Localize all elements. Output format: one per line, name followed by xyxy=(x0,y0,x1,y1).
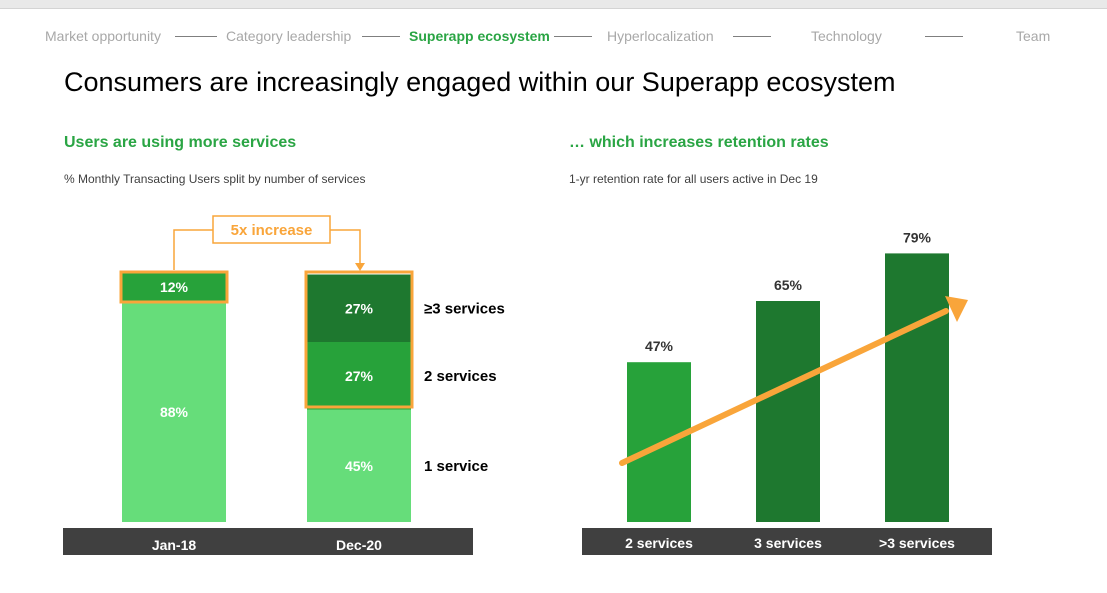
top-window-bar xyxy=(0,0,1107,9)
data-label: 79% xyxy=(903,229,932,245)
data-label: 47% xyxy=(645,338,674,354)
bar--3-services xyxy=(885,253,949,522)
bar-2-services xyxy=(627,362,691,522)
trend-arrow-line xyxy=(619,308,949,466)
nav-separator xyxy=(175,36,217,37)
nav-separator xyxy=(925,36,963,37)
annotation-box xyxy=(212,215,331,244)
data-label: 12% xyxy=(160,279,189,295)
bar-segment-dec-20-1-service xyxy=(307,409,411,522)
highlight-box-dec-20 xyxy=(304,270,414,409)
nav-item-superapp-ecosystem[interactable]: Superapp ecosystem xyxy=(409,28,550,44)
nav-separator xyxy=(733,36,771,37)
data-label: 88% xyxy=(160,404,189,420)
left-section-subtitle: % Monthly Transacting Users split by num… xyxy=(64,172,366,186)
series-label: 1 service xyxy=(424,458,488,475)
page-title: Consumers are increasingly engaged withi… xyxy=(64,67,896,97)
bar-segment-dec-20--3-services xyxy=(307,274,411,342)
nav-item-market-opportunity[interactable]: Market opportunity xyxy=(45,28,161,44)
bar-3-services xyxy=(756,301,820,522)
bar-segment-jan-18-2-services xyxy=(122,272,226,302)
x-tick-label: 2 services xyxy=(625,535,693,551)
nav-item-category-leadership[interactable]: Category leadership xyxy=(226,28,352,44)
nav-item-hyperlocalization[interactable]: Hyperlocalization xyxy=(607,28,714,44)
series-label: 2 services xyxy=(424,368,497,385)
section-navigation: Market opportunity Category leadership S… xyxy=(0,28,1107,46)
x-tick-label: Dec-20 xyxy=(336,537,382,553)
series-label: ≥3 services xyxy=(424,300,505,317)
data-label: 27% xyxy=(345,300,374,316)
x-axis-band xyxy=(63,528,473,555)
nav-item-team[interactable]: Team xyxy=(1016,28,1051,44)
x-tick-label: Jan-18 xyxy=(152,537,197,553)
bar-segment-dec-20-2-services xyxy=(307,342,411,410)
bar-segment-jan-18-1-service xyxy=(122,302,226,522)
data-label: 65% xyxy=(774,277,803,293)
left-section-heading: Users are using more services xyxy=(64,134,297,151)
right-section-heading: … which increases retention rates xyxy=(569,134,829,151)
nav-separator xyxy=(554,36,592,37)
nav-item-technology[interactable]: Technology xyxy=(811,28,882,44)
increase-arrowhead xyxy=(355,263,365,271)
x-axis-band xyxy=(582,528,992,555)
nav-separator xyxy=(362,36,400,37)
right-section-subtitle: 1-yr retention rate for all users active… xyxy=(569,172,818,186)
x-tick-label: >3 services xyxy=(879,535,955,551)
annotation-5x-increase: 5x increase xyxy=(231,222,313,239)
x-tick-label: 3 services xyxy=(754,535,822,551)
highlight-box-jan-18 xyxy=(119,270,229,304)
data-label: 27% xyxy=(345,368,374,384)
data-label: 45% xyxy=(345,458,374,474)
trend-arrowhead xyxy=(945,296,968,322)
